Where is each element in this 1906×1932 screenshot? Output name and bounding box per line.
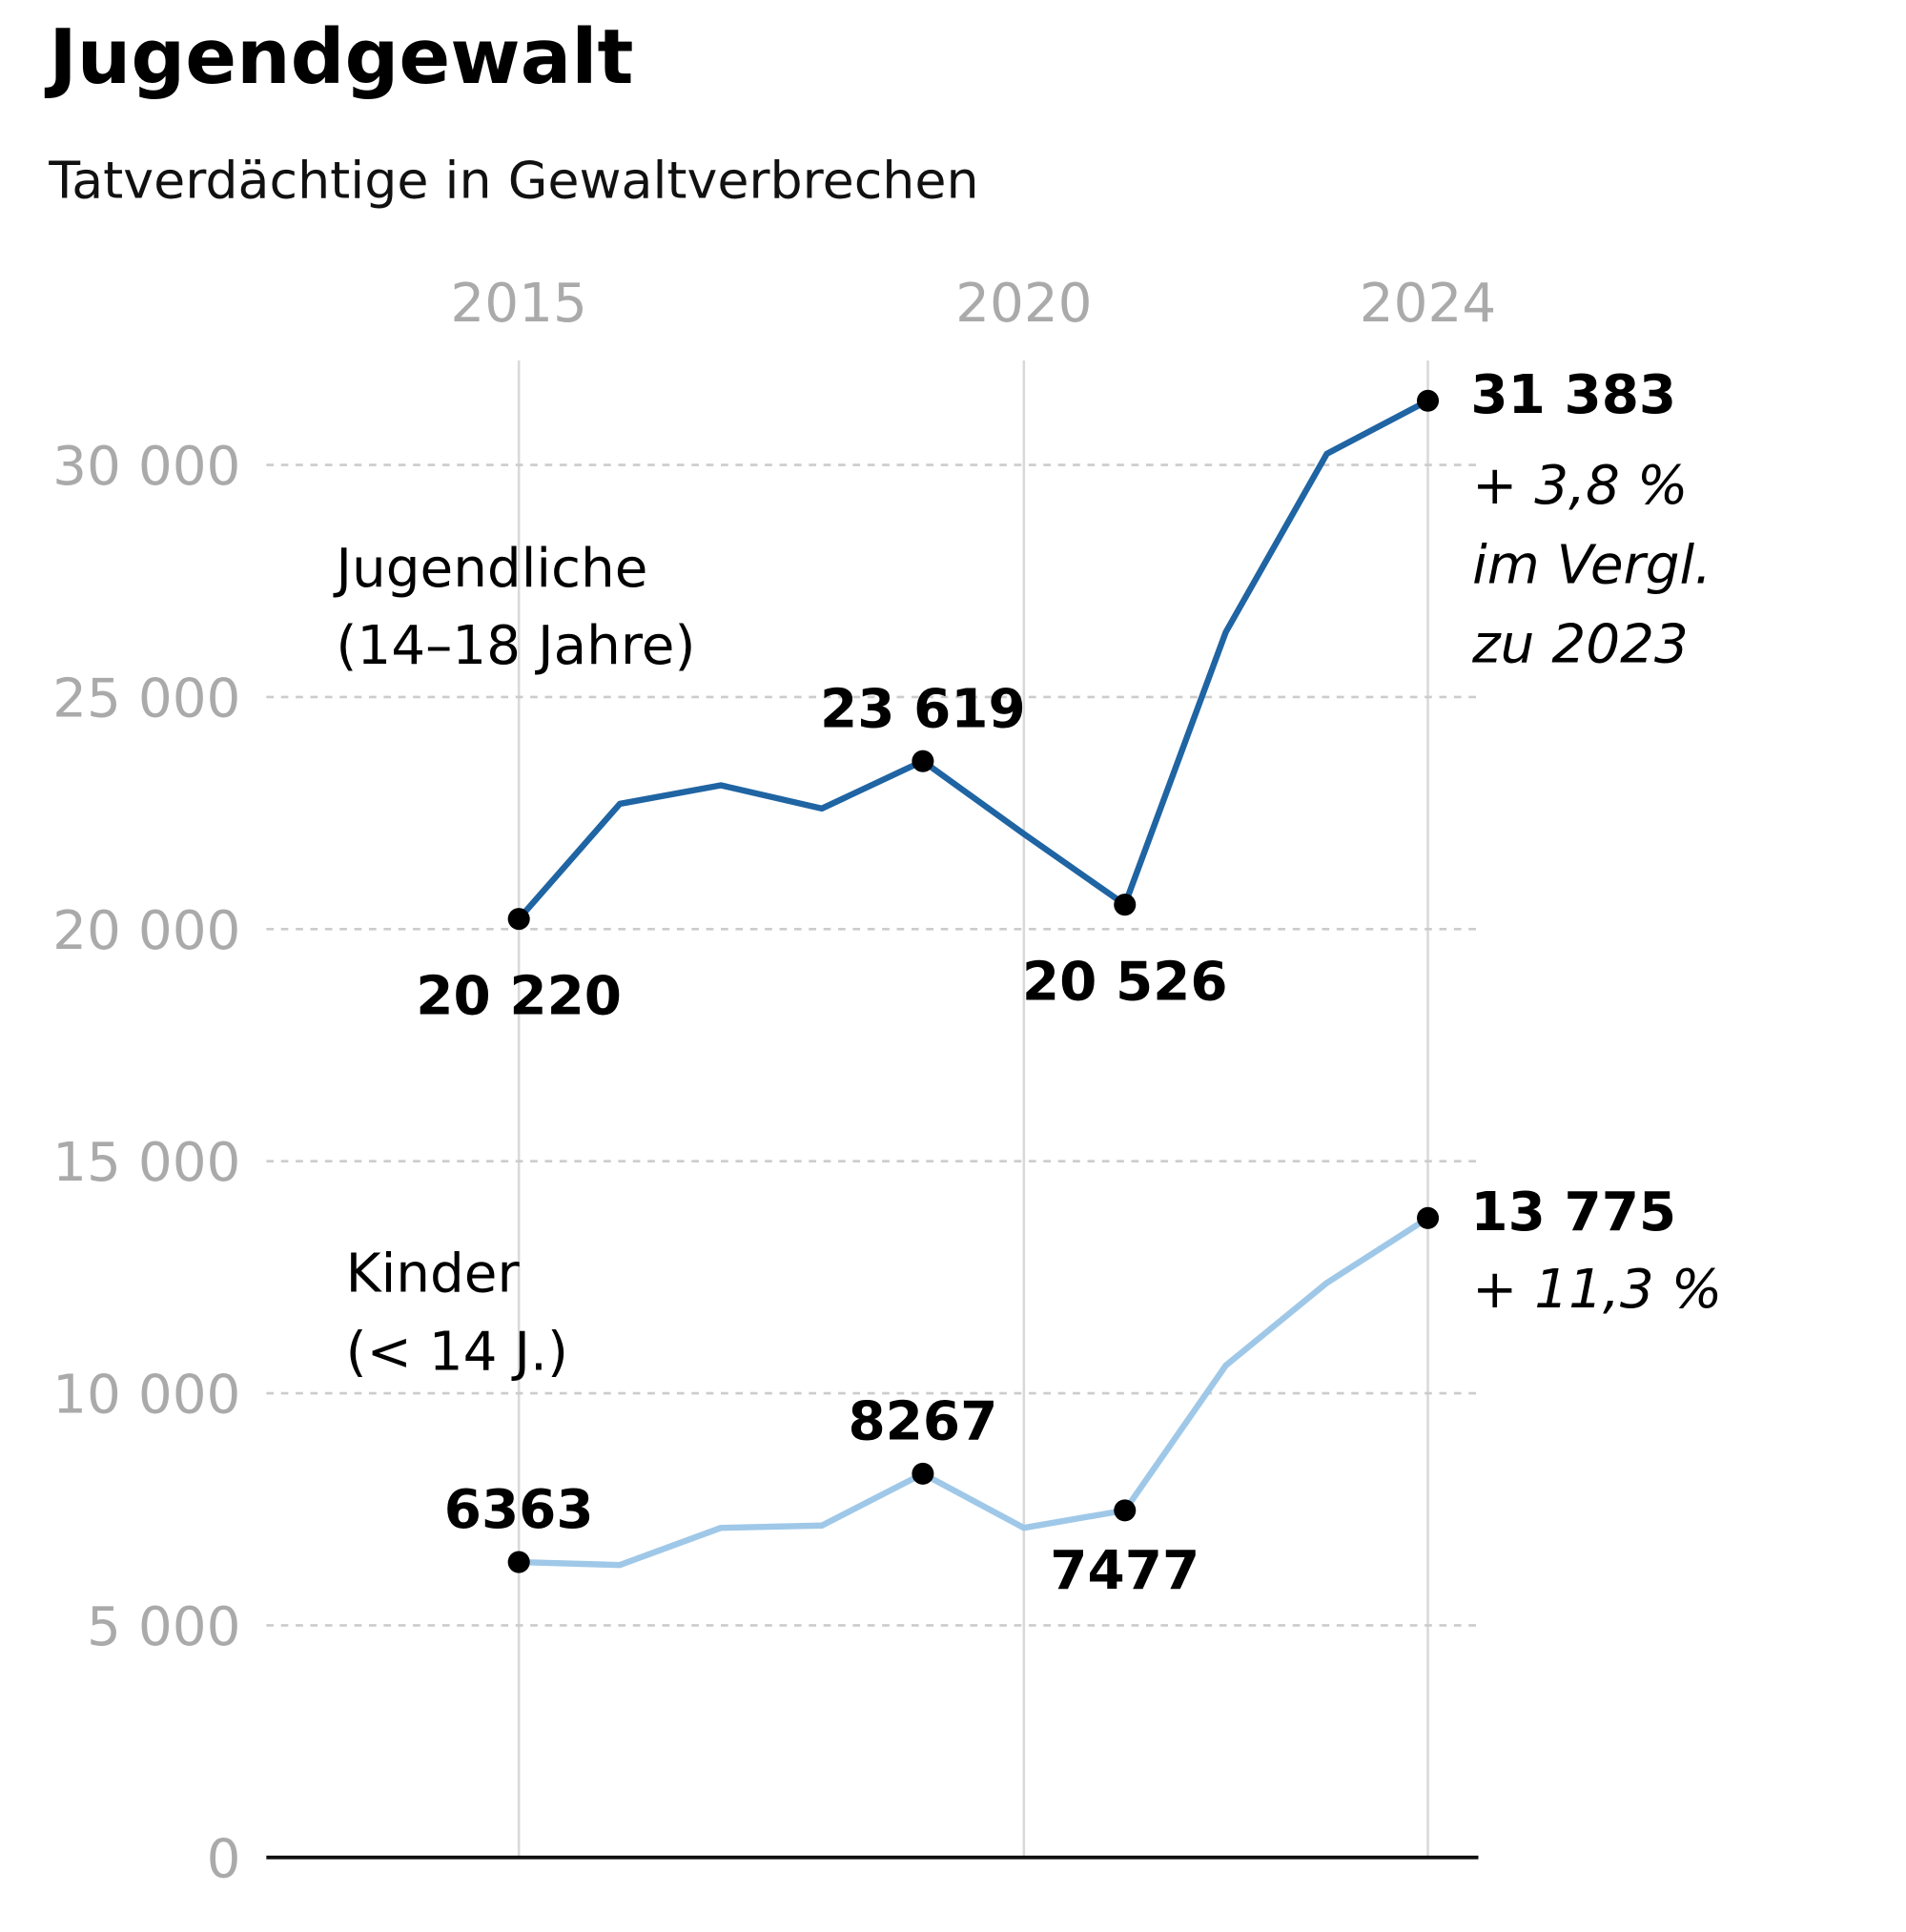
data-point xyxy=(1114,1499,1137,1522)
y-tick-label: 25 000 xyxy=(52,668,240,730)
data-point xyxy=(507,1551,530,1573)
value-label: 7477 xyxy=(1050,1540,1199,1602)
chart-title: Jugendgewalt xyxy=(44,12,633,101)
value-label: 20 220 xyxy=(416,966,622,1028)
value-label: 31 383 xyxy=(1470,364,1676,426)
data-point xyxy=(1417,389,1440,412)
annotation: + 3,8 % xyxy=(1472,455,1688,517)
series-line xyxy=(519,1215,1430,1569)
x-tick-label: 2024 xyxy=(1360,273,1496,335)
annotation: zu 2023 xyxy=(1471,614,1689,676)
value-label: 23 619 xyxy=(820,678,1026,740)
data-point xyxy=(912,1462,934,1485)
annotation: (< 14 J.) xyxy=(346,1322,568,1384)
data-point xyxy=(912,750,934,772)
annotation: (14–18 Jahre) xyxy=(336,615,695,677)
series-label: Kinder xyxy=(346,1243,521,1305)
y-tick-label: 20 000 xyxy=(52,900,240,962)
x-tick-label: 2020 xyxy=(955,273,1092,335)
value-label: 20 526 xyxy=(1022,952,1228,1014)
annotation: + 11,3 % xyxy=(1472,1259,1722,1321)
chart-subtitle: Tatverdächtige in Gewaltverbrechen xyxy=(48,151,978,211)
data-point xyxy=(1114,894,1137,916)
data-point xyxy=(1417,1206,1440,1229)
series-label: Jugendliche xyxy=(333,538,647,600)
data-point xyxy=(507,908,530,931)
value-label: 6363 xyxy=(444,1479,594,1541)
y-tick-label: 15 000 xyxy=(52,1132,240,1194)
value-label: 13 775 xyxy=(1470,1182,1676,1243)
y-tick-label: 30 000 xyxy=(52,436,240,498)
series-line xyxy=(516,398,1430,921)
y-tick-label: 0 xyxy=(207,1828,241,1890)
x-tick-label: 2015 xyxy=(450,273,586,335)
annotation: im Vergl. xyxy=(1472,534,1711,596)
y-tick-label: 10 000 xyxy=(52,1365,240,1427)
y-tick-label: 5 000 xyxy=(87,1596,240,1658)
value-label: 8267 xyxy=(848,1391,997,1453)
